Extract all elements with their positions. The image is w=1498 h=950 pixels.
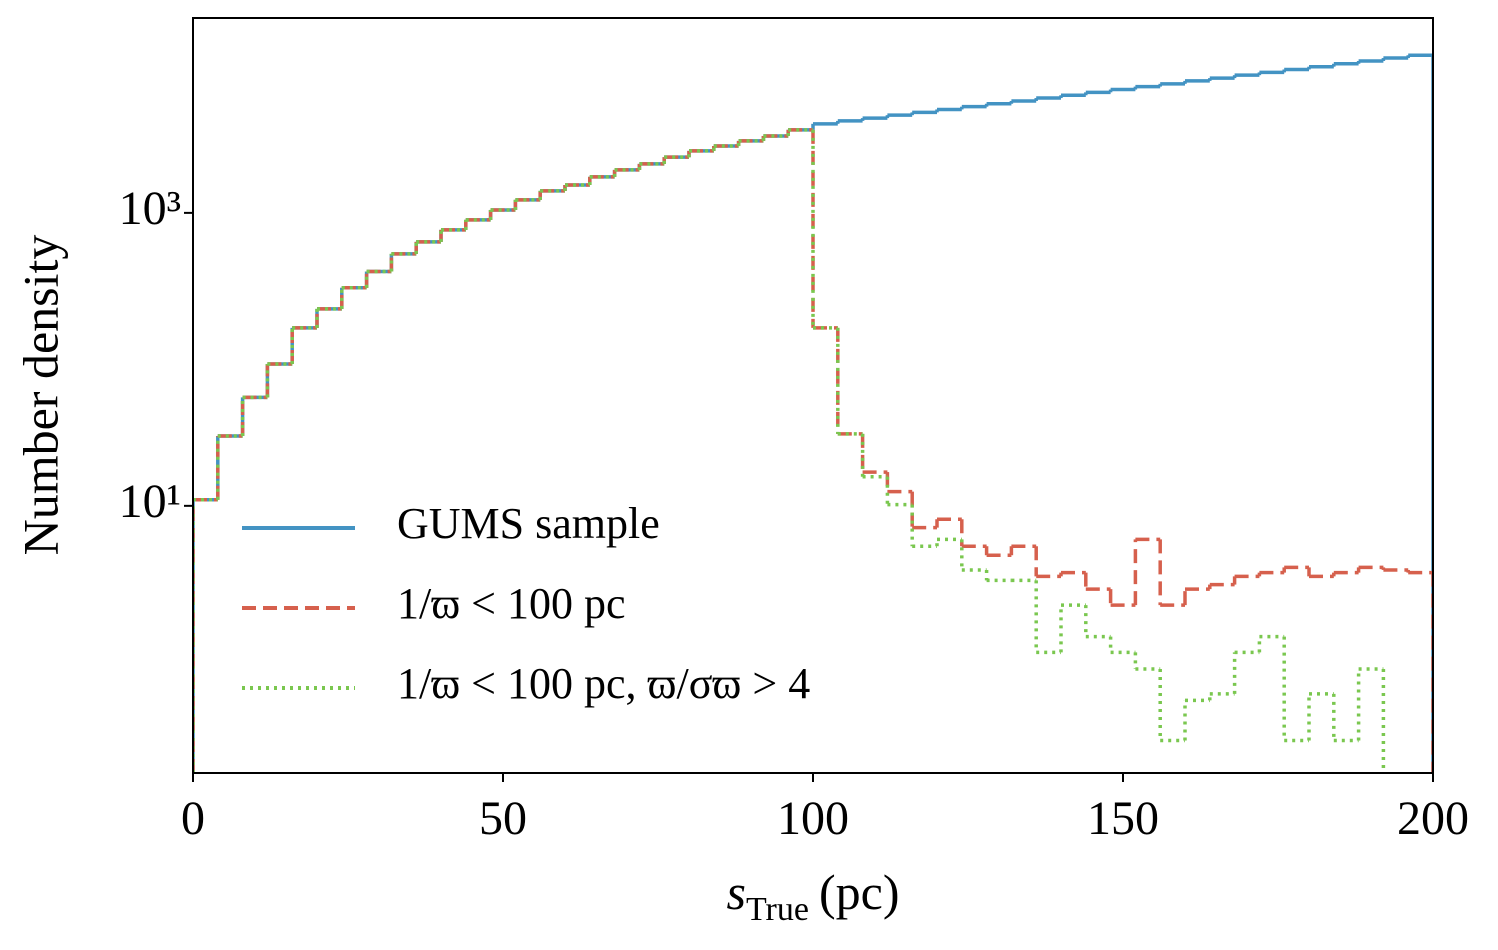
- legend-label: GUMS sample: [397, 499, 660, 548]
- x-label-symbol: s: [727, 864, 746, 920]
- x-axis-label: sTrue (pc): [727, 864, 900, 927]
- y-tick-label: 10¹: [119, 475, 181, 528]
- x-tick-label: 50: [479, 792, 527, 845]
- x-tick-label: 150: [1087, 792, 1159, 845]
- legend-label: 1/ϖ < 100 pc: [397, 579, 626, 628]
- y-axis-label: Number density: [12, 235, 68, 556]
- plot-area: [193, 53, 1433, 773]
- x-tick-label: 200: [1397, 792, 1469, 845]
- x-tick-label: 100: [777, 792, 849, 845]
- x-label-unit: (pc): [819, 864, 900, 920]
- legend: GUMS sample 1/ϖ < 100 pc 1/ϖ < 100 pc, ϖ/σ…: [242, 499, 810, 708]
- x-tick-label: 0: [181, 792, 205, 845]
- y-tick-label: 10³: [119, 182, 181, 235]
- legend-label: 1/ϖ < 100 pc, ϖ/σϖ > 4: [397, 659, 810, 708]
- x-label-subscript: True: [746, 891, 809, 928]
